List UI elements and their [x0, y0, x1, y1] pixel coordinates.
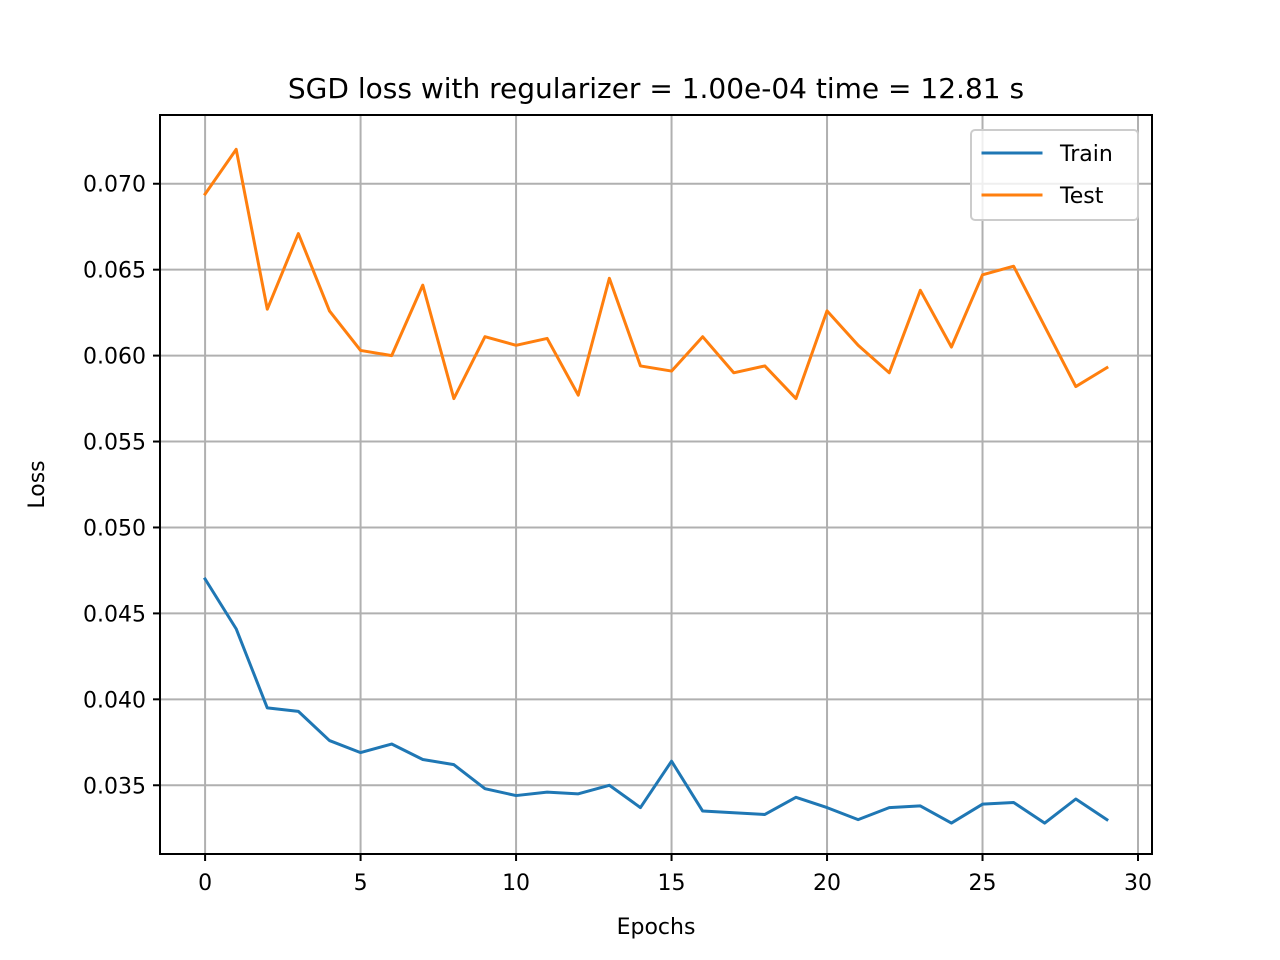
- x-tick-label: 30: [1124, 871, 1152, 896]
- y-tick-label: 0.050: [83, 516, 146, 541]
- x-tick-label: 25: [969, 871, 997, 896]
- axis-ticks: 0 5 10 15 20 25 30 0.035 0.040 0.045 0.050 0.055 0.0…: [83, 173, 1152, 896]
- y-tick-label: 0.060: [83, 345, 146, 370]
- legend: Train Test: [970, 129, 1139, 221]
- series-line-train: [203, 576, 1109, 825]
- x-tick-label: 20: [813, 871, 841, 896]
- chart-title: SGD loss with regularizer = 1.00e-04 tim…: [288, 72, 1024, 105]
- y-axis-label: Loss: [25, 460, 50, 508]
- x-axis-label: Epochs: [617, 915, 696, 940]
- series-line-test: [203, 147, 1109, 401]
- y-tick-label: 0.035: [83, 774, 146, 799]
- x-tick-label: 15: [658, 871, 686, 896]
- plot-area-frame: [159, 114, 1153, 855]
- legend-box: [970, 129, 1139, 221]
- grid-lines: [160, 115, 1152, 854]
- y-tick-label: 0.055: [83, 431, 146, 456]
- x-tick-label: 5: [354, 871, 368, 896]
- legend-label-train: Train: [1059, 142, 1113, 167]
- y-tick-label: 0.040: [83, 688, 146, 713]
- y-tick-label: 0.070: [83, 173, 146, 198]
- y-tick-label: 0.045: [83, 602, 146, 627]
- x-tick-label: 10: [502, 871, 530, 896]
- x-tick-label: 0: [198, 871, 212, 896]
- legend-label-test: Test: [1059, 184, 1104, 209]
- y-tick-label: 0.065: [83, 259, 146, 284]
- series-lines: [203, 147, 1109, 825]
